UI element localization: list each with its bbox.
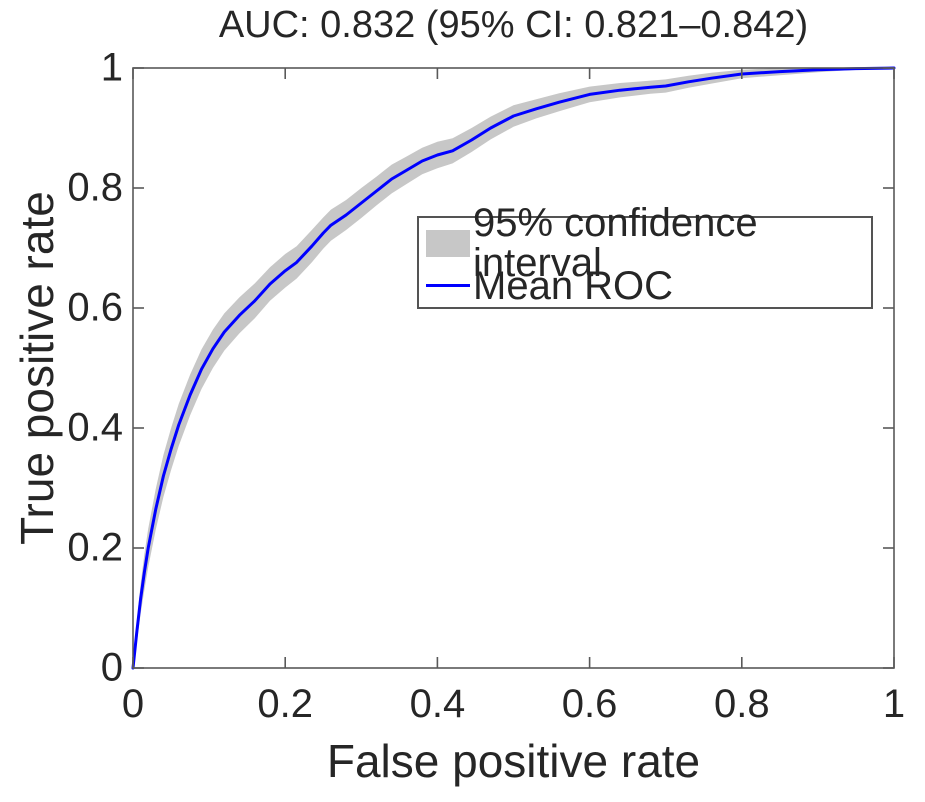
confidence-band-swatch (426, 229, 470, 257)
y-tick-label: 0.6 (67, 285, 123, 330)
y-tick-label: 0 (100, 645, 123, 690)
plot-box (132, 67, 895, 669)
legend-item-confidence-interval: 95% confidence interval (426, 203, 871, 283)
x-tick-label: 1 (882, 682, 906, 726)
legend-item-mean-roc: Mean ROC (426, 265, 871, 307)
x-tick-label: 0.4 (409, 682, 466, 726)
mean-roc-line (131, 66, 896, 670)
legend-label: 95% confidence interval (473, 201, 758, 286)
legend-label: Mean ROC (473, 263, 674, 308)
confidence-band (133, 68, 894, 668)
y-tick-label: 0.2 (67, 525, 123, 570)
tick-marks (132, 67, 895, 669)
x-tick-label: 0.2 (257, 682, 313, 726)
mean-roc-line-sample (426, 284, 470, 288)
chart-title: AUC: 0.832 (95% CI: 0.821–0.842) (218, 4, 809, 46)
y-axis-label: True positive rate (11, 191, 63, 545)
y-tick-label: 0.4 (67, 405, 123, 450)
y-tick-label: 1 (100, 45, 123, 90)
y-tick-label: 0.8 (67, 165, 123, 210)
x-tick-label: 0.8 (713, 682, 770, 726)
x-axis-label: False positive rate (326, 735, 701, 787)
legend-key (426, 284, 470, 288)
x-tick-label: 0.6 (561, 682, 618, 726)
legend: 95% confidence interval Mean ROC (417, 203, 873, 309)
legend-key (426, 229, 470, 257)
x-tick-label: 0 (121, 682, 145, 726)
